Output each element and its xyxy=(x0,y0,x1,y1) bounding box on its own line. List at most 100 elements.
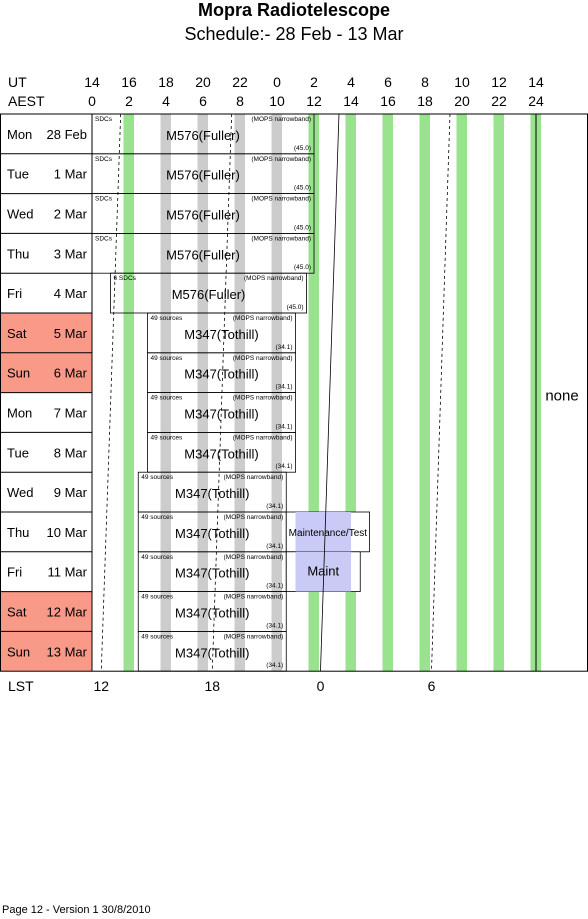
aest-tick-label: 12 xyxy=(306,93,322,109)
ut-tick-label: 0 xyxy=(273,74,281,90)
observing-block[interactable]: 49 sources (MOPS narrowband) M347(Tothill)… xyxy=(147,431,296,473)
row-day-label: Mon xyxy=(7,406,32,421)
lst-line-0 xyxy=(320,113,340,672)
row-day-label: Fri xyxy=(7,565,22,580)
aest-axis-label: AEST xyxy=(8,93,45,109)
observing-block[interactable]: 49 sources (MOPS narrowband) M347(Tothill)… xyxy=(137,591,287,632)
observing-block[interactable]: 49 sources (MOPS narrowband) M347(Tothill)… xyxy=(137,631,287,672)
row-date-label: 11 Mar xyxy=(48,565,88,580)
lst-line-18 xyxy=(211,113,233,672)
block-value: (34.1) xyxy=(276,384,293,391)
green-stripe xyxy=(345,114,356,672)
block-source-note: 49 sources xyxy=(141,474,174,481)
observing-block[interactable]: 49 sources (MOPS narrowband) M347(Tothill)… xyxy=(137,551,287,592)
block-project-label: M347(Tothill) xyxy=(184,327,258,342)
block-project-label: M347(Tothill) xyxy=(184,367,258,382)
ut-tick-label: 8 xyxy=(421,74,429,90)
row-date-label: 9 Mar xyxy=(54,485,88,500)
row-date-label: 7 Mar xyxy=(54,406,88,421)
block-backend-note: (MOPS narrowband) xyxy=(233,395,293,402)
ut-tick-label: 2 xyxy=(310,74,318,90)
row-day-label: Tue xyxy=(7,167,29,182)
row-day-label: Thu xyxy=(7,525,29,540)
aest-tick-label: 24 xyxy=(528,93,544,109)
block-source-note: 49 sources xyxy=(141,594,174,601)
observing-block[interactable]: 49 sources (MOPS narrowband) M347(Tothill)… xyxy=(137,471,287,513)
aest-tick-label: 20 xyxy=(454,93,470,109)
block-value: (45.0) xyxy=(294,264,311,271)
maintenance-block[interactable]: Maintenance/Test xyxy=(285,511,370,553)
row-date-label: 4 Mar xyxy=(54,286,88,301)
lst-tick-label: 0 xyxy=(316,678,325,694)
row-date-label: 28 Feb xyxy=(47,127,87,142)
block-value: (45.0) xyxy=(287,304,304,311)
green-stripe xyxy=(308,114,319,672)
row-day-label: Wed xyxy=(7,207,34,222)
block-value: (45.0) xyxy=(294,185,311,192)
aest-tick-label: 6 xyxy=(199,93,207,109)
lst-guide-lines xyxy=(100,113,451,672)
ut-tick-label: 14 xyxy=(84,74,100,90)
schedule-row: Fri 4 Mar 6 SDCs (MOPS narrowband) M576(Full… xyxy=(7,272,308,314)
green-stripe xyxy=(493,114,504,672)
block-source-note: 6 SDCs xyxy=(114,275,137,282)
block-source-note: 49 sources xyxy=(141,633,174,640)
lst-tick-label: 18 xyxy=(204,678,221,694)
green-stripe xyxy=(382,114,393,672)
block-source-note: 49 sources xyxy=(141,554,174,561)
block-project-label: M576(Fuller) xyxy=(166,247,240,262)
schedule-row: Wed 9 Mar 49 sources (MOPS narrowband) M347(… xyxy=(7,471,287,513)
weekend-highlight xyxy=(0,631,92,672)
ut-tick-label: 6 xyxy=(384,74,392,90)
ut-tick-label: 20 xyxy=(195,74,211,90)
green-stripe xyxy=(419,114,430,672)
block-backend-note: (MOPS narrowband) xyxy=(244,275,304,282)
block-value: (34.1) xyxy=(266,622,283,629)
block-value: (34.1) xyxy=(276,463,293,470)
row-day-label: Sun xyxy=(7,644,30,659)
ut-tick-label: 14 xyxy=(528,74,544,90)
aest-tick-label: 4 xyxy=(162,93,170,109)
aest-tick-label: 8 xyxy=(236,93,244,109)
block-backend-note: (MOPS narrowband) xyxy=(233,434,293,441)
block-backend-note: (MOPS narrowband) xyxy=(251,196,311,203)
block-project-label: M347(Tothill) xyxy=(175,486,249,501)
aest-tick-label: 22 xyxy=(491,93,507,109)
block-source-note: 49 sources xyxy=(151,395,184,402)
block-project-label: M576(Fuller) xyxy=(166,168,240,183)
ut-tick-label: 10 xyxy=(454,74,470,90)
observing-block[interactable]: 49 sources (MOPS narrowband) M347(Tothill)… xyxy=(147,352,296,393)
block-project-label: M347(Tothill) xyxy=(175,566,249,581)
aest-tick-label: 10 xyxy=(269,93,285,109)
schedule-grid: Mon 28 Feb SDCs (MOPS narrowband) M576(Fulle… xyxy=(0,113,588,672)
block-backend-note: (MOPS narrowband) xyxy=(224,594,284,601)
block-backend-note: (MOPS narrowband) xyxy=(224,633,284,640)
row-day-label: Sat xyxy=(7,605,27,620)
observing-block[interactable]: 49 sources (MOPS narrowband) M347(Tothill)… xyxy=(147,312,296,354)
observing-block[interactable]: 49 sources (MOPS narrowband) M347(Tothill)… xyxy=(137,511,287,553)
block-source-note: 49 sources xyxy=(151,315,184,322)
block-source-note: SDCs xyxy=(95,156,113,163)
schedule-row: Tue 1 Mar SDCs (MOPS narrowband) M576(Fuller… xyxy=(7,153,315,195)
lst-line-6 xyxy=(431,113,451,672)
lst-line-12 xyxy=(100,113,122,672)
block-project-label: M576(Fuller) xyxy=(166,208,240,223)
block-backend-note: (MOPS narrowband) xyxy=(224,474,284,481)
schedule-row: Fri 11 Mar 49 sources (MOPS narrowband) M347… xyxy=(7,551,361,592)
ut-tick-label: 12 xyxy=(491,74,507,90)
row-day-label: Sat xyxy=(7,326,27,341)
row-date-label: 8 Mar xyxy=(54,445,88,460)
row-date-label: 5 Mar xyxy=(54,326,88,341)
observing-block[interactable]: SDCs (MOPS narrowband) M576(Fuller) (45.0) xyxy=(91,153,315,195)
block-value: (45.0) xyxy=(294,145,311,152)
lst-axis-label: LST xyxy=(8,678,34,694)
block-value: (34.1) xyxy=(266,583,283,590)
aest-tick-label: 2 xyxy=(125,93,133,109)
block-source-note: SDCs xyxy=(95,235,113,242)
schedule-row: Thu 3 Mar SDCs (MOPS narrowband) M576(Fuller… xyxy=(7,232,315,274)
side-status-label: none xyxy=(545,388,578,405)
maintenance-fill xyxy=(295,512,351,552)
block-value: (34.1) xyxy=(276,423,293,430)
lst-tick-label: 6 xyxy=(427,678,436,694)
page-subtitle: Schedule:- 28 Feb - 13 Mar xyxy=(184,24,404,44)
